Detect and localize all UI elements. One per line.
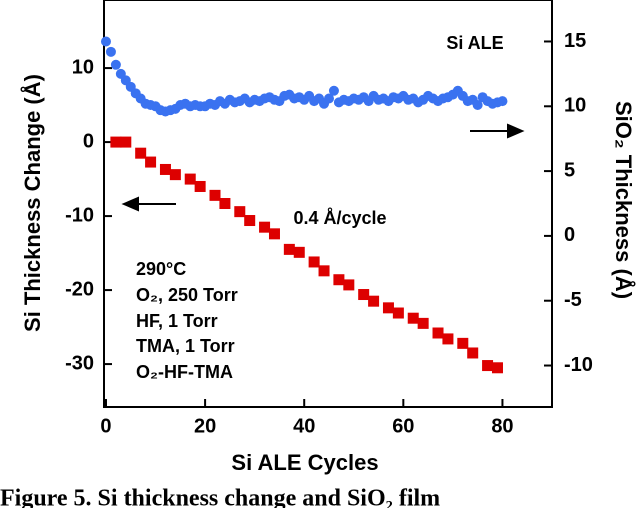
annotation: 0.4 Å/cycle — [293, 208, 386, 228]
y2-tick-label: -10 — [564, 354, 593, 376]
point — [184, 173, 196, 185]
point — [145, 156, 157, 168]
point — [308, 256, 320, 268]
point — [169, 169, 181, 181]
annotation: O₂, 250 Torr — [136, 285, 238, 305]
annotation: O₂-HF-TMA — [136, 362, 233, 382]
point — [417, 317, 429, 329]
point — [194, 180, 206, 192]
point — [234, 206, 246, 218]
point — [318, 265, 330, 277]
point — [472, 99, 483, 110]
point — [259, 221, 271, 233]
x-tick-label: 20 — [194, 415, 216, 437]
x-axis-label: Si ALE Cycles — [231, 450, 378, 475]
point — [293, 246, 305, 258]
point — [135, 147, 147, 159]
point — [110, 136, 122, 148]
point — [333, 274, 345, 286]
x-tick-label: 40 — [293, 415, 315, 437]
point — [105, 46, 116, 57]
x-tick-label: 60 — [392, 415, 414, 437]
y-axis-label: Si Thickness Change (Å) — [19, 74, 45, 332]
y2-tick-label: 15 — [564, 30, 586, 52]
point — [100, 36, 111, 47]
point — [283, 243, 295, 255]
annotation: 290°C — [136, 259, 186, 279]
point — [328, 85, 339, 96]
y2-tick-label: 10 — [564, 95, 586, 117]
plot-frame — [103, 0, 553, 408]
point — [110, 59, 121, 70]
y-tick-label: -20 — [65, 278, 94, 300]
caption: Figure 5. Si thickness change and SiO₂ f… — [0, 486, 440, 508]
y2-tick-label: -5 — [564, 289, 582, 311]
point — [491, 362, 503, 374]
annotation: Si ALE — [446, 33, 503, 53]
point — [392, 307, 404, 319]
point — [159, 163, 171, 175]
point — [497, 96, 508, 107]
point — [442, 333, 454, 345]
point — [432, 327, 444, 339]
point — [482, 360, 494, 372]
point — [368, 295, 380, 307]
x-tick-label: 0 — [100, 415, 111, 437]
y2-axis-label: SiO₂ Thickness (Å) — [611, 101, 637, 299]
annotation: TMA, 1 Torr — [136, 336, 235, 356]
point — [120, 136, 132, 148]
y2-tick-label: 5 — [564, 159, 575, 181]
point — [382, 302, 394, 314]
point — [219, 198, 231, 209]
point — [343, 279, 355, 291]
y-tick-label: -30 — [65, 352, 94, 374]
y2-tick-label: 0 — [564, 224, 575, 246]
point — [457, 337, 469, 349]
y-tick-label: 10 — [72, 56, 94, 78]
point — [209, 189, 221, 201]
y-tick-label: -10 — [65, 204, 94, 226]
point — [407, 312, 419, 324]
point — [467, 347, 479, 359]
annotation: HF, 1 Torr — [136, 311, 218, 331]
y-tick-label: 0 — [83, 130, 94, 152]
point — [268, 228, 280, 240]
point — [244, 215, 256, 227]
x-tick-label: 80 — [491, 415, 513, 437]
arrows — [121, 123, 525, 212]
point — [358, 289, 370, 301]
point — [323, 93, 334, 104]
